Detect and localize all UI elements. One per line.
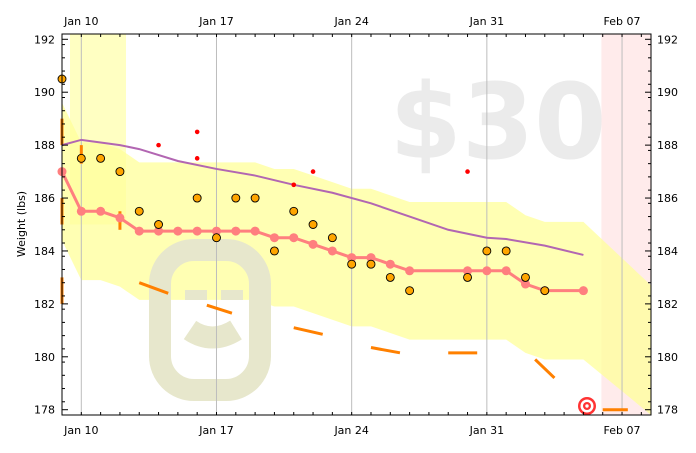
band-early [70, 34, 126, 225]
weight-datapoint [192, 193, 202, 203]
outlier-point [465, 169, 470, 174]
road-dash [206, 303, 233, 315]
outlier-point [156, 142, 161, 148]
outlier-point [194, 129, 200, 135]
x-tick-label-bottom-0: Jan 10 [63, 424, 98, 437]
x-tick-label-top-1: Jan 17 [198, 15, 233, 28]
watermark-smiley-icon [149, 239, 271, 401]
moving-average-marker [308, 239, 318, 249]
weight-datapoint [501, 246, 511, 256]
moving-average-marker [366, 253, 376, 263]
moving-average-line [57, 167, 588, 296]
weight-datapoint [96, 153, 106, 163]
outlier-point [291, 182, 297, 188]
y-tick-label-right-4: 186 [657, 192, 678, 205]
moving-average-marker [347, 253, 357, 263]
x-tick-label-bottom-2: Jan 24 [333, 424, 368, 437]
moving-average-marker [250, 226, 260, 236]
y-tick-label-left-4: 186 [34, 192, 55, 205]
x-tick-label-bottom-4: Feb 07 [604, 424, 641, 437]
moving-average-marker [154, 226, 164, 236]
road-dash [370, 346, 401, 355]
y-tick-label-right-1: 180 [657, 351, 678, 364]
moving-average-marker [289, 233, 299, 243]
outlier-point [310, 169, 316, 174]
weight-datapoint [463, 272, 472, 282]
moving-average-marker [578, 286, 588, 296]
moving-average-marker [463, 266, 473, 276]
moving-average-marker [269, 233, 279, 243]
y-tick-label-left-6: 190 [34, 86, 55, 99]
weight-datapoint [385, 272, 395, 282]
weight-datapoint [405, 286, 415, 296]
moving-average-marker [520, 279, 530, 289]
moving-average-marker [211, 226, 221, 236]
weight-datapoint [231, 193, 241, 203]
y-tick-label-left-3: 184 [34, 245, 55, 258]
y-tick-label-left-2: 182 [34, 298, 55, 311]
road-dash [293, 326, 324, 336]
datapoints [57, 74, 550, 296]
x-tick-label-top-0: Jan 10 [63, 15, 98, 28]
moving-average-marker [482, 266, 492, 276]
axes: Jan 10 Jan 10 Jan 17 Jan 17 Jan 24 Jan 24 Jan … [34, 15, 678, 437]
outliers [156, 129, 470, 188]
x-tick-label-top-4: Feb 07 [604, 15, 641, 28]
weight-datapoint [347, 259, 357, 269]
moving-average-marker [405, 266, 415, 276]
y-axis-title: Weight (lbs) [15, 191, 28, 257]
y-tick-label-right-3: 184 [657, 245, 678, 258]
moving-average-marker [134, 226, 144, 236]
moving-average-marker [173, 226, 183, 236]
road-dash [138, 281, 169, 295]
weight-datapoint [250, 193, 260, 203]
moving-average-marker [115, 213, 125, 223]
y-tick-label-right-2: 182 [657, 298, 678, 311]
moving-average-marker [231, 226, 241, 236]
x-tick-label-bottom-1: Jan 17 [198, 424, 233, 437]
weight-datapoint [327, 233, 337, 243]
weight-datapoint [289, 206, 299, 216]
moving-average-marker [96, 206, 106, 216]
weight-datapoint [76, 153, 86, 163]
x-tick-label-top-3: Jan 31 [469, 15, 504, 28]
grid [80, 34, 623, 415]
weight-datapoint [269, 246, 279, 256]
y-tick-label-left-7: 192 [34, 33, 55, 46]
weight-datapoint [115, 167, 125, 177]
outlier-point [194, 156, 200, 161]
weight-datapoint [366, 259, 376, 269]
y-tick-label-right-6: 190 [657, 86, 678, 99]
x-tick-label-top-2: Jan 24 [333, 15, 368, 28]
trend-line [61, 138, 584, 256]
y-tick-label-right-7: 192 [657, 33, 678, 46]
weight-datapoint [212, 233, 221, 243]
plot-frame [61, 33, 652, 416]
road-dash [534, 358, 556, 380]
watermark: $30 [149, 61, 607, 401]
moving-average-marker [501, 266, 511, 276]
weight-datapoint [521, 272, 530, 282]
weight-datapoint [154, 220, 164, 229]
moving-average-marker [327, 246, 337, 256]
y-tick-label-right-5: 188 [657, 139, 678, 152]
y-tick-label-left-0: 178 [34, 404, 55, 417]
watermark-text: $30 [389, 61, 606, 183]
y-tick-label-right-0: 178 [657, 404, 678, 417]
target-icon [578, 397, 596, 415]
x-tick-label-bottom-3: Jan 31 [469, 424, 504, 437]
weight-datapoint [308, 220, 318, 229]
weight-datapoint [540, 286, 550, 296]
moving-average-marker [76, 206, 86, 216]
y-tick-label-left-5: 188 [34, 139, 55, 152]
weight-datapoint [134, 206, 144, 216]
moving-average-marker [385, 259, 395, 269]
y-tick-label-left-1: 180 [34, 351, 55, 364]
weight-datapoint [482, 246, 492, 256]
trend-path [61, 138, 584, 256]
moving-average-marker [192, 226, 202, 236]
